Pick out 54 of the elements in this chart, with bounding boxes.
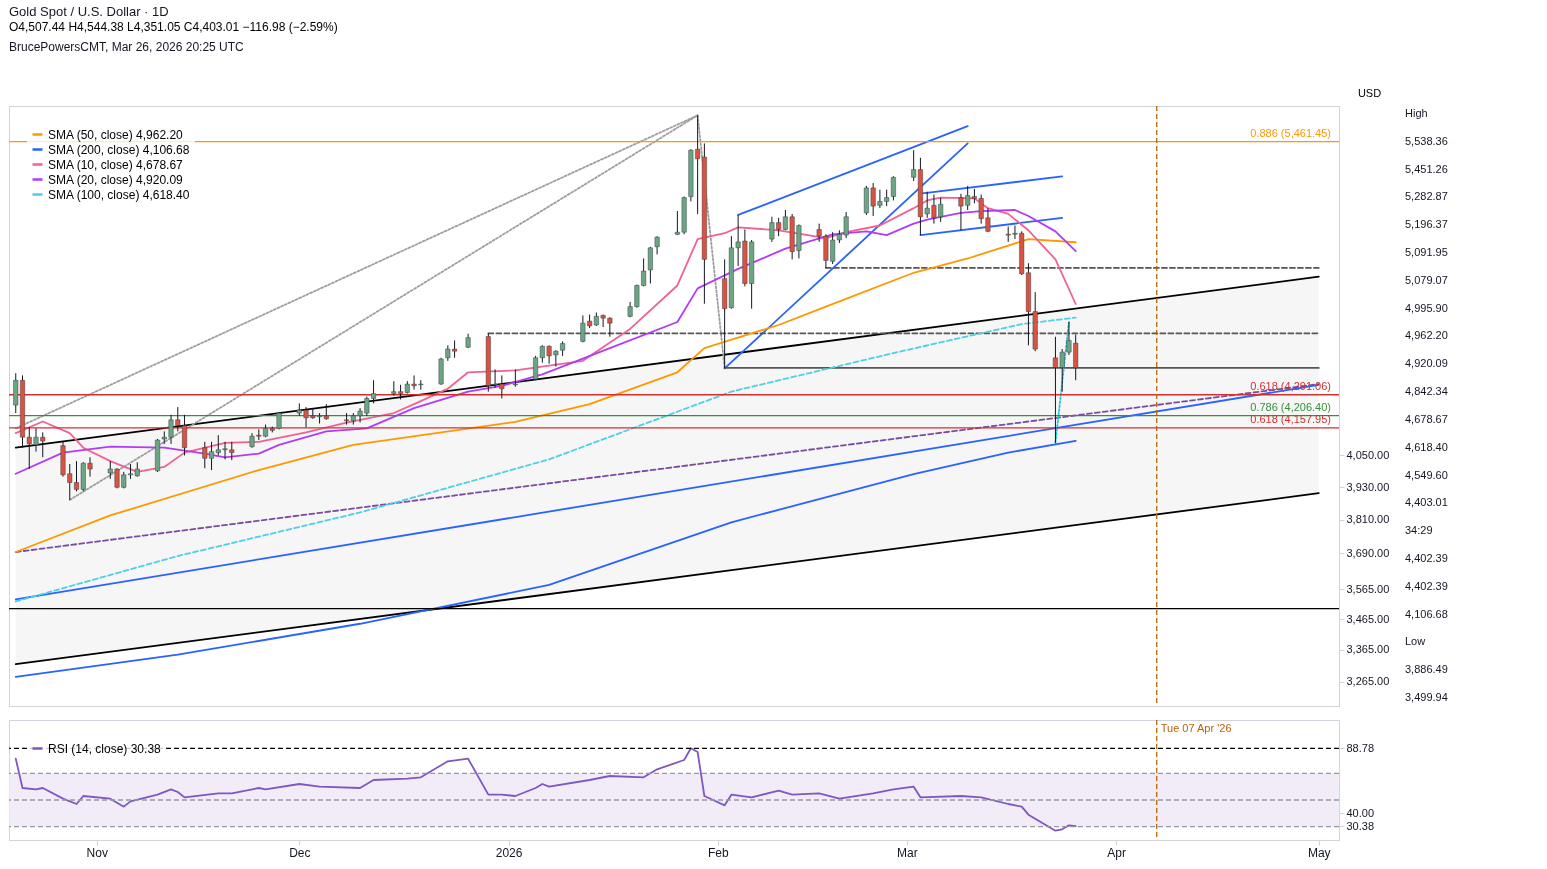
y-tick-label: 3,265.00	[1346, 675, 1390, 688]
text: 3,886.49	[1405, 663, 1448, 676]
legend-label: SMA (20, close) 4,920.09	[48, 172, 184, 187]
y-tick-label: 3,690.00	[1346, 546, 1390, 559]
ref-line-label: 0.886 (5,461.45)	[1250, 126, 1331, 139]
text: 5,451.26	[1405, 162, 1448, 175]
y-tick-label: 3,465.00	[1346, 612, 1390, 625]
text: 4,678.67	[1405, 412, 1448, 425]
x-tick-label: May	[1307, 845, 1331, 860]
ref-line-label: 0.618 (4,157.95)	[1250, 412, 1331, 425]
y-tick-label: 30.38	[1346, 819, 1375, 832]
text: 4,618.40	[1405, 440, 1448, 453]
text: BrucePowersCMT, Mar 26, 2026 20:25 UTC	[9, 40, 245, 54]
x-tick-label: Mar	[897, 845, 918, 860]
x-tick-label: Apr	[1107, 845, 1127, 860]
x-tick-label: Feb	[708, 845, 730, 860]
y-tick-label: 3,565.00	[1346, 582, 1390, 595]
text: 4,106.68	[1405, 607, 1448, 620]
chart-subtitle: O4,507.44 H4,544.38 L4,351.05 C4,403.01 −116.98 (−2.59%)	[9, 20, 338, 34]
text: 4,402.39	[1405, 579, 1448, 592]
text: 4,920.09	[1405, 357, 1448, 370]
legend-label: RSI (14, close) 30.38	[48, 741, 162, 756]
legend-label: SMA (200, close) 4,106.68	[48, 142, 190, 157]
x-tick-label: Dec	[289, 845, 311, 860]
text: 4,549.60	[1405, 468, 1448, 481]
text: 34:29	[1405, 524, 1433, 537]
y-tick-label: 3,810.00	[1346, 513, 1390, 526]
y-tick-label: 40.00	[1346, 806, 1375, 819]
y-axis-title: USD	[1357, 86, 1382, 99]
text: 5,196.37	[1405, 218, 1448, 231]
legend-label: SMA (10, close) 4,678.67	[48, 157, 184, 172]
x-tick-label: Nov	[86, 845, 108, 860]
chart-title: Gold Spot / U.S. Dollar · 1D	[9, 4, 169, 19]
text: Low	[1405, 635, 1426, 648]
text: High	[1405, 107, 1428, 119]
text: 5,091.95	[1405, 246, 1448, 259]
x-tick-label: 2026	[495, 845, 523, 860]
y-tick-label: 3,365.00	[1346, 643, 1390, 656]
text: 5,282.87	[1405, 190, 1448, 203]
y-tick-label: 4,050.00	[1346, 448, 1390, 461]
ref-line-label: Tue 07 Apr '26	[1160, 722, 1232, 734]
y-tick-label: 88.78	[1346, 741, 1375, 754]
text: 4,995.90	[1405, 301, 1448, 314]
text: 4,842.34	[1405, 385, 1448, 398]
text: 4,402.39	[1405, 551, 1448, 564]
legend-label: SMA (100, close) 4,618.40	[48, 187, 190, 202]
text: 5,538.36	[1405, 134, 1448, 147]
y-tick-label: 3,930.00	[1346, 480, 1390, 493]
ref-line-label: 0.786 (4,206.40)	[1250, 400, 1331, 413]
text: 4,403.01	[1405, 496, 1448, 509]
legend-label: SMA (50, close) 4,962.20	[48, 127, 184, 142]
text: 3,499.94	[1405, 691, 1448, 703]
text: 5,079.07	[1405, 273, 1448, 286]
text: 4,962.20	[1405, 329, 1448, 342]
